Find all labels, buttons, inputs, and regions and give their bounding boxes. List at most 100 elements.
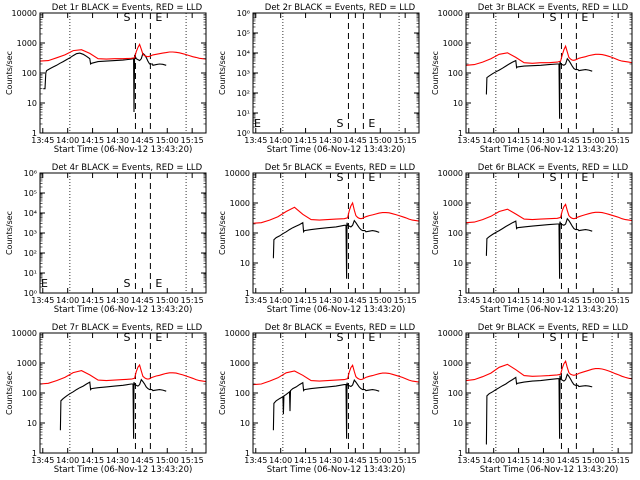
chart-title: Det 1r BLACK = Events, RED = LLD bbox=[52, 3, 203, 13]
y-tick-label: 1 bbox=[245, 289, 250, 298]
y-tick-label: 10¹ bbox=[237, 109, 250, 118]
y-tick-label: 10⁵ bbox=[24, 189, 37, 198]
lld-series-line bbox=[466, 203, 632, 224]
y-axis-label: Counts/sec bbox=[431, 371, 440, 415]
events-series-line bbox=[272, 219, 380, 279]
y-tick-label: 1000 bbox=[443, 39, 463, 48]
x-axis-label: Start Time (06-Nov-12 13:43:20) bbox=[54, 145, 193, 155]
detector-panel: Det 8r BLACK = Events, RED = LLD S E 1 10 100… bbox=[213, 320, 426, 480]
chart-svg: Det 2r BLACK = Events, RED = LLD S E E 10⁰ 10… bbox=[218, 3, 420, 155]
x-axis-label: Start Time (06-Nov-12 13:43:20) bbox=[267, 465, 406, 475]
marker-label: S bbox=[123, 277, 130, 290]
detector-panel: Det 4r BLACK = Events, RED = LLD S E E 10⁰ 10… bbox=[0, 160, 213, 320]
x-tick-label: 14:30 bbox=[532, 136, 555, 145]
y-tick-label: 10⁶ bbox=[237, 9, 250, 18]
x-tick-label: 15:00 bbox=[582, 456, 605, 465]
x-tick-label: 14:00 bbox=[482, 136, 505, 145]
x-tick-label: 14:15 bbox=[81, 296, 104, 305]
x-tick-label: 14:00 bbox=[482, 296, 505, 305]
y-tick-label: 10 bbox=[240, 259, 250, 268]
chart-title: Det 8r BLACK = Events, RED = LLD bbox=[265, 323, 416, 333]
detector-panel: Det 7r BLACK = Events, RED = LLD S E 1 10 100… bbox=[0, 320, 213, 480]
y-tick-label: 10 bbox=[240, 419, 250, 428]
y-tick-label: 10³ bbox=[237, 69, 250, 78]
y-tick-label: 10³ bbox=[24, 229, 37, 238]
marker-label: S bbox=[549, 171, 556, 184]
marker-label: S bbox=[123, 331, 130, 344]
x-tick-label: 15:15 bbox=[181, 296, 204, 305]
y-tick-label: 10⁰ bbox=[24, 289, 37, 298]
x-tick-label: 13:45 bbox=[31, 456, 54, 465]
y-tick-label: 1 bbox=[32, 129, 37, 138]
x-tick-label: 14:00 bbox=[269, 296, 292, 305]
x-tick-label: 14:45 bbox=[557, 456, 580, 465]
x-axis-label: Start Time (06-Nov-12 13:43:20) bbox=[54, 465, 193, 475]
x-tick-label: 15:00 bbox=[156, 136, 179, 145]
y-tick-label: 1000 bbox=[230, 359, 250, 368]
x-tick-label: 15:00 bbox=[582, 136, 605, 145]
chart-title: Det 7r BLACK = Events, RED = LLD bbox=[52, 323, 203, 333]
y-tick-label: 10000 bbox=[225, 169, 250, 178]
chart-title: Det 6r BLACK = Events, RED = LLD bbox=[478, 163, 629, 173]
plot-frame bbox=[39, 172, 207, 294]
marker-label: S bbox=[123, 11, 130, 24]
x-tick-label: 14:15 bbox=[507, 456, 530, 465]
y-tick-label: 10 bbox=[27, 99, 37, 108]
x-axis-label: Start Time (06-Nov-12 13:43:20) bbox=[54, 305, 193, 315]
y-tick-label: 100 bbox=[448, 389, 463, 398]
x-tick-label: 14:45 bbox=[344, 296, 367, 305]
x-axis-label: Start Time (06-Nov-12 13:43:20) bbox=[480, 305, 619, 315]
detector-panel: Det 2r BLACK = Events, RED = LLD S E E 10⁰ 10… bbox=[213, 0, 426, 160]
x-tick-label: 14:30 bbox=[106, 456, 129, 465]
events-series-line bbox=[485, 373, 593, 445]
marker-label: S bbox=[336, 171, 343, 184]
y-tick-label: 10⁶ bbox=[24, 169, 37, 178]
x-tick-label: 13:45 bbox=[244, 296, 267, 305]
marker-label: S bbox=[549, 331, 556, 344]
x-tick-label: 15:00 bbox=[582, 296, 605, 305]
x-tick-label: 14:30 bbox=[106, 296, 129, 305]
lld-series-line bbox=[466, 359, 632, 382]
x-axis-label: Start Time (06-Nov-12 13:43:20) bbox=[267, 145, 406, 155]
x-tick-label: 14:45 bbox=[344, 456, 367, 465]
x-tick-label: 15:15 bbox=[394, 456, 417, 465]
y-tick-label: 100 bbox=[235, 229, 250, 238]
lld-series-line bbox=[40, 43, 206, 62]
x-tick-label: 15:15 bbox=[607, 136, 630, 145]
detector-panel: Det 1r BLACK = Events, RED = LLD S E 1 10 100… bbox=[0, 0, 213, 160]
y-tick-label: 10⁴ bbox=[24, 209, 37, 218]
marker-label: E bbox=[155, 277, 162, 290]
chart-title: Det 9r BLACK = Events, RED = LLD bbox=[478, 323, 629, 333]
chart-svg: Det 4r BLACK = Events, RED = LLD S E E 10⁰ 10… bbox=[5, 163, 207, 315]
y-axis-label: Counts/sec bbox=[5, 371, 14, 415]
x-tick-label: 14:15 bbox=[294, 136, 317, 145]
x-tick-label: 14:00 bbox=[56, 456, 79, 465]
detector-panel: Det 3r BLACK = Events, RED = LLD S E 1 10 100… bbox=[426, 0, 639, 160]
y-tick-label: 10¹ bbox=[24, 269, 37, 278]
events-series-line bbox=[59, 378, 167, 439]
x-axis-label: Start Time (06-Nov-12 13:43:20) bbox=[480, 145, 619, 155]
x-tick-label: 14:15 bbox=[294, 456, 317, 465]
plot-frame bbox=[465, 12, 633, 134]
marker-label: S bbox=[336, 331, 343, 344]
detector-panel: Det 5r BLACK = Events, RED = LLD S E 1 10 100… bbox=[213, 160, 426, 320]
x-tick-label: 14:30 bbox=[532, 296, 555, 305]
x-axis-label: Start Time (06-Nov-12 13:43:20) bbox=[267, 305, 406, 315]
y-tick-label: 10 bbox=[453, 419, 463, 428]
x-tick-label: 13:45 bbox=[457, 136, 480, 145]
x-tick-label: 13:45 bbox=[31, 136, 54, 145]
lld-series-line bbox=[253, 201, 419, 224]
x-tick-label: 14:45 bbox=[557, 296, 580, 305]
x-tick-label: 14:30 bbox=[319, 296, 342, 305]
lld-series-line bbox=[40, 363, 206, 385]
x-tick-label: 13:45 bbox=[244, 456, 267, 465]
y-tick-label: 100 bbox=[448, 229, 463, 238]
x-tick-label: 14:30 bbox=[319, 136, 342, 145]
y-tick-label: 1000 bbox=[443, 199, 463, 208]
